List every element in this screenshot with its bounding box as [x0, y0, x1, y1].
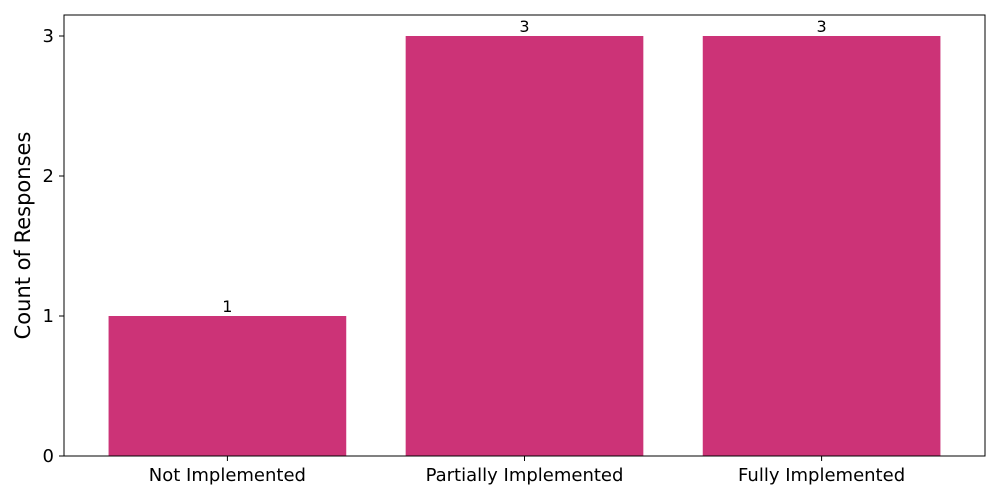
bar-1	[405, 36, 644, 456]
x-axis: Not Implemented Partially Implemented Full…	[149, 456, 905, 486]
y-tick-label-0: 0	[43, 446, 54, 467]
bar-2	[702, 36, 941, 456]
bar-value-label-1: 3	[519, 17, 529, 36]
bar-labels-group: 1 3 3	[222, 17, 826, 316]
y-tick-label-1: 1	[43, 306, 54, 327]
y-axis-title: Count of Responses	[11, 132, 35, 340]
bar-0	[108, 316, 347, 456]
plot-frame	[63, 14, 986, 457]
y-axis: 0 1 2 3	[43, 26, 64, 467]
x-tick-label-2: Fully Implemented	[738, 465, 905, 486]
x-tick-label-0: Not Implemented	[149, 465, 306, 486]
y-tick-label-2: 2	[43, 166, 54, 187]
x-tick-label-1: Partially Implemented	[426, 465, 624, 486]
bars-group	[108, 36, 941, 456]
y-tick-label-3: 3	[43, 26, 54, 47]
bar-value-label-2: 3	[817, 17, 827, 36]
bar-value-label-0: 1	[222, 297, 232, 316]
